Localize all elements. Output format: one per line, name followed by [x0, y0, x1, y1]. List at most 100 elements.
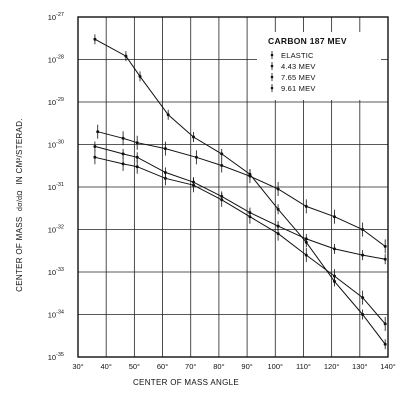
legend-title: CARBON 187 MEV	[268, 36, 347, 46]
y-tick-labels: 10-2710-2810-2910-3010-3110-3210-3310-34…	[48, 12, 64, 362]
legend-marker-dot	[270, 53, 274, 57]
legend-marker-dot	[270, 64, 274, 68]
data-point	[220, 164, 224, 168]
data-point	[192, 135, 196, 139]
data-point	[93, 155, 97, 159]
data-point	[121, 136, 125, 140]
y-tick-label: 10-30	[48, 140, 64, 150]
y-tick-base: 10	[48, 141, 56, 150]
series-line-2	[94, 145, 386, 260]
data-point	[194, 155, 198, 159]
x-tick-label: 40°	[101, 362, 112, 371]
x-tick-label: 90°	[241, 362, 252, 371]
data-point	[361, 296, 365, 300]
series-layer	[93, 34, 387, 350]
legend-label: ELASTIC	[281, 51, 314, 60]
data-point	[163, 147, 167, 151]
data-point	[304, 253, 308, 257]
legend-background	[257, 32, 381, 100]
data-point	[304, 237, 308, 241]
legend-label: 4.43 MEV	[281, 62, 316, 71]
x-tick-label: 110°	[296, 362, 311, 371]
x-tick-label: 80°	[213, 362, 224, 371]
data-point	[138, 74, 142, 78]
data-point	[276, 187, 280, 191]
data-point	[166, 113, 170, 117]
data-point	[361, 228, 365, 231]
y-tick-label: 10-32	[48, 225, 64, 235]
plot-frame	[77, 16, 389, 358]
x-axis-title: CENTER OF MASS ANGLE	[133, 378, 239, 387]
data-point	[163, 176, 167, 180]
y-tick-label: 10-35	[48, 352, 64, 362]
data-point	[93, 37, 97, 41]
y-axis-title-part1: CENTER OF MASS	[15, 216, 24, 291]
x-tick-label: 50°	[129, 362, 140, 371]
y-tick-label: 10-29	[48, 97, 64, 107]
y-tick-label: 10-27	[48, 12, 64, 22]
legend-label: 7.65 MEV	[281, 73, 316, 82]
x-tick-labels: 30° 40° 50° 60° 70° 80° 90° 100° 110° 120° 130° 140…	[72, 362, 395, 371]
data-point	[96, 130, 100, 134]
series-line-3	[94, 156, 386, 325]
data-point	[276, 232, 280, 236]
data-point	[192, 183, 196, 187]
series-line-1	[97, 131, 386, 247]
legend-items: ELASTIC 4.43 MEV 7.65 MEV 9.61 MEV	[270, 51, 316, 93]
data-point	[135, 141, 139, 145]
y-axis-title-text: CENTER OF MASS dσ/dΩ IN CM²/STERAD.	[15, 118, 24, 292]
legend-marker-dot	[270, 86, 274, 90]
data-point	[135, 155, 139, 159]
y-tick-exponent: -29	[56, 97, 64, 103]
x-tick-label: 100°	[268, 362, 284, 371]
data-point	[121, 152, 125, 156]
data-point	[383, 322, 387, 326]
data-point	[361, 253, 365, 257]
y-tick-label: 10-28	[48, 55, 64, 65]
y-tick-base: 10	[48, 268, 56, 277]
data-point	[220, 152, 224, 156]
y-tick-exponent: -32	[56, 225, 64, 231]
data-point	[361, 313, 365, 316]
data-point	[276, 207, 280, 211]
x-tick-label: 60°	[157, 362, 168, 371]
data-point	[135, 165, 139, 169]
y-tick-exponent: -31	[56, 182, 64, 188]
y-tick-exponent: -33	[56, 267, 64, 273]
x-tick-label: 70°	[185, 362, 196, 371]
y-tick-base: 10	[48, 183, 56, 192]
data-point	[93, 144, 97, 148]
data-point	[332, 247, 336, 251]
data-point	[304, 204, 308, 208]
data-point	[248, 215, 252, 219]
data-point	[124, 54, 128, 58]
y-axis-title: CENTER OF MASS dσ/dΩ IN CM²/STERAD.	[15, 118, 24, 292]
y-tick-exponent: -28	[56, 55, 64, 61]
data-point	[383, 342, 387, 346]
data-point	[248, 174, 252, 178]
data-point	[383, 257, 387, 261]
y-tick-base: 10	[48, 56, 56, 65]
data-point	[121, 162, 125, 166]
series-line-0	[94, 38, 386, 345]
data-point	[220, 198, 224, 202]
x-tick-label: 30°	[72, 362, 83, 371]
x-tick-label: 130°	[352, 362, 368, 371]
y-tick-base: 10	[48, 13, 56, 22]
data-point	[383, 244, 387, 248]
frame-layer	[77, 16, 389, 358]
data-point	[332, 274, 336, 278]
y-tick-exponent: -27	[56, 12, 64, 18]
y-tick-exponent: -34	[56, 310, 64, 316]
y-tick-label: 10-34	[48, 310, 64, 320]
x-tick-label: 140°	[380, 362, 396, 371]
legend: CARBON 187 MEV ELASTIC 4.43 MEV 7.65 MEV 9.…	[257, 32, 381, 100]
y-axis-title-domega: dΩ	[17, 190, 24, 200]
data-point	[276, 224, 280, 228]
x-tick-label: 120°	[324, 362, 340, 371]
y-tick-exponent: -30	[56, 140, 64, 146]
y-tick-label: 10-31	[48, 182, 64, 192]
y-tick-exponent: -35	[56, 352, 64, 358]
y-axis-title-part3: IN CM²/STERAD.	[15, 118, 24, 184]
